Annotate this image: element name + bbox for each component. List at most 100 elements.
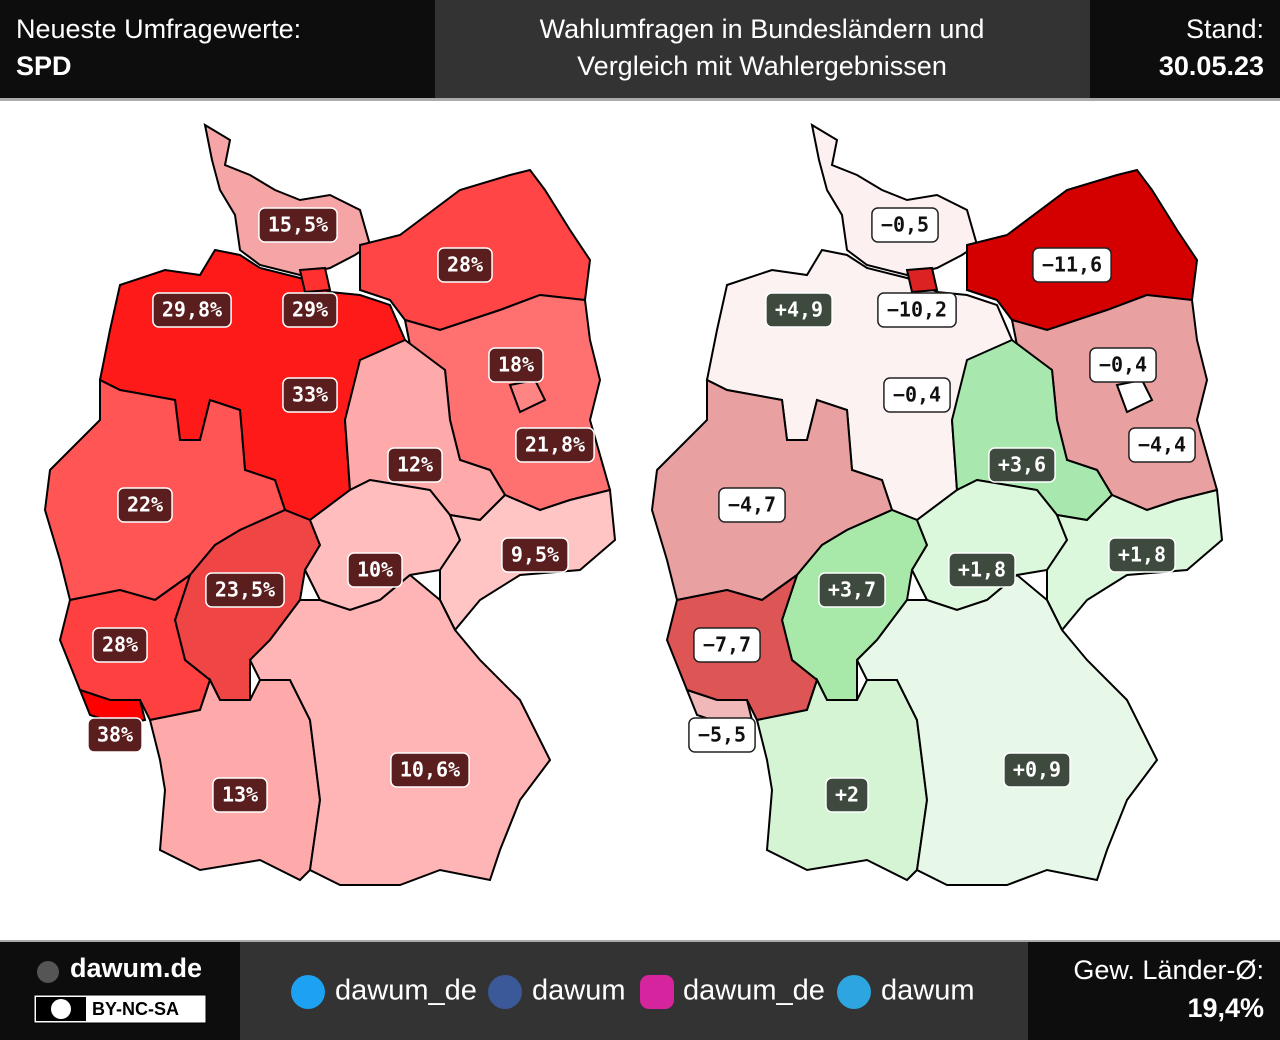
state-value: +0,9 <box>1013 758 1061 782</box>
state-value: 23,5% <box>215 578 275 602</box>
value-badge <box>387 447 443 483</box>
facebook-icon <box>488 975 522 1009</box>
telegram-icon <box>837 975 871 1009</box>
value-badge <box>1032 247 1112 283</box>
footer-rule <box>0 940 1280 942</box>
state <box>855 573 1159 886</box>
state <box>78 688 147 727</box>
value-badge <box>1089 347 1157 383</box>
footer-center <box>240 942 1028 1040</box>
header-right <box>1090 0 1280 98</box>
state-value: +4,9 <box>775 298 823 322</box>
state-value: −4,7 <box>728 493 776 517</box>
state-value: 33% <box>292 383 328 407</box>
state-value: 12% <box>397 453 433 477</box>
state-value: 29,8% <box>162 298 222 322</box>
social-handle: dawum_de <box>683 975 825 1007</box>
value-badge <box>87 717 143 753</box>
header-label: Neueste Umfragewerte: <box>16 14 301 44</box>
twitter-icon <box>291 975 325 1009</box>
value-badge <box>92 627 148 663</box>
value-badge <box>282 377 338 413</box>
value-badge <box>1003 752 1071 788</box>
header-rule <box>0 98 1280 101</box>
average-label: Gew. Länder-Ø: <box>1073 955 1264 985</box>
state-value: −10,2 <box>887 298 947 322</box>
footer-right <box>1028 942 1280 1040</box>
date: 30.05.23 <box>1159 51 1264 81</box>
value-badge <box>693 627 761 663</box>
brand: dawum.de <box>70 953 202 983</box>
value-badge <box>390 752 470 788</box>
state-value: −0,4 <box>893 383 941 407</box>
state-value: 28% <box>447 253 483 277</box>
header-left <box>0 0 435 98</box>
instagram-icon <box>640 975 674 1009</box>
value-badge <box>212 777 268 813</box>
value-badge <box>688 717 756 753</box>
value-badge <box>501 537 569 573</box>
value-badge <box>117 487 173 523</box>
state-value: 15,5% <box>268 213 328 237</box>
footer-left <box>0 942 240 1040</box>
value-badge <box>818 572 886 608</box>
state-value: 22% <box>127 493 163 517</box>
value-badge <box>877 292 957 328</box>
value-badge <box>1128 427 1196 463</box>
state-value: −0,4 <box>1099 353 1147 377</box>
stand-label: Stand: <box>1186 14 1264 44</box>
value-badge <box>515 427 595 463</box>
average: 19,4% <box>1187 993 1264 1023</box>
map-change: −0,5 −10,2 −11,6 −0,4 +4,9 −0,4 −4,4 +3,6 −4,7 +3… <box>650 122 1224 886</box>
value-badge <box>825 777 869 813</box>
social-handle: dawum <box>881 975 975 1007</box>
state-value: +1,8 <box>1118 543 1166 567</box>
state <box>298 266 332 294</box>
state-value: −0,5 <box>881 213 929 237</box>
logo <box>37 961 59 983</box>
value-badge <box>282 292 338 328</box>
state-value: 18% <box>498 353 534 377</box>
state-value: +1,8 <box>958 558 1006 582</box>
value-badge <box>948 552 1016 588</box>
value-badge <box>871 207 939 243</box>
state-value: −11,6 <box>1042 253 1102 277</box>
cc-circle <box>51 999 71 1019</box>
value-badge <box>1108 537 1176 573</box>
state <box>248 573 552 886</box>
value-badge <box>258 207 338 243</box>
value-badge <box>437 247 493 283</box>
state-value: 21,8% <box>525 433 585 457</box>
state-value: 29% <box>292 298 328 322</box>
state <box>905 266 939 294</box>
state-value: 28% <box>102 633 138 657</box>
value-badge <box>718 487 786 523</box>
state-value: −4,4 <box>1138 433 1186 457</box>
state-value: −5,5 <box>698 723 746 747</box>
state-value: +3,6 <box>998 453 1046 477</box>
social-handle: dawum_de <box>335 975 477 1007</box>
value-badge <box>205 572 285 608</box>
social-handle: dawum <box>532 975 626 1007</box>
value-badge <box>883 377 951 413</box>
value-badge <box>347 552 403 588</box>
state-value: 10% <box>357 558 393 582</box>
value-badge <box>152 292 232 328</box>
state-value: +3,7 <box>828 578 876 602</box>
state-value: 13% <box>222 783 258 807</box>
state-value: 10,6% <box>400 758 460 782</box>
value-badge <box>988 447 1056 483</box>
value-badge <box>765 292 833 328</box>
map-polls: 15,5% 29% 28% 33% 29,8% 18% 21,8% 12% 22% 23,5% 10… <box>43 122 617 886</box>
state-value: −7,7 <box>703 633 751 657</box>
title: Vergleich mit Wahlergebnissen <box>577 51 947 81</box>
state-value: 38% <box>97 723 133 747</box>
state-value: 9,5% <box>511 543 559 567</box>
party: SPD <box>16 51 72 81</box>
state-value: +2 <box>835 783 859 807</box>
header-center <box>435 0 1090 98</box>
license: BY-NC-SA <box>92 999 179 1019</box>
title: Wahlumfragen in Bundesländern und <box>540 14 985 44</box>
